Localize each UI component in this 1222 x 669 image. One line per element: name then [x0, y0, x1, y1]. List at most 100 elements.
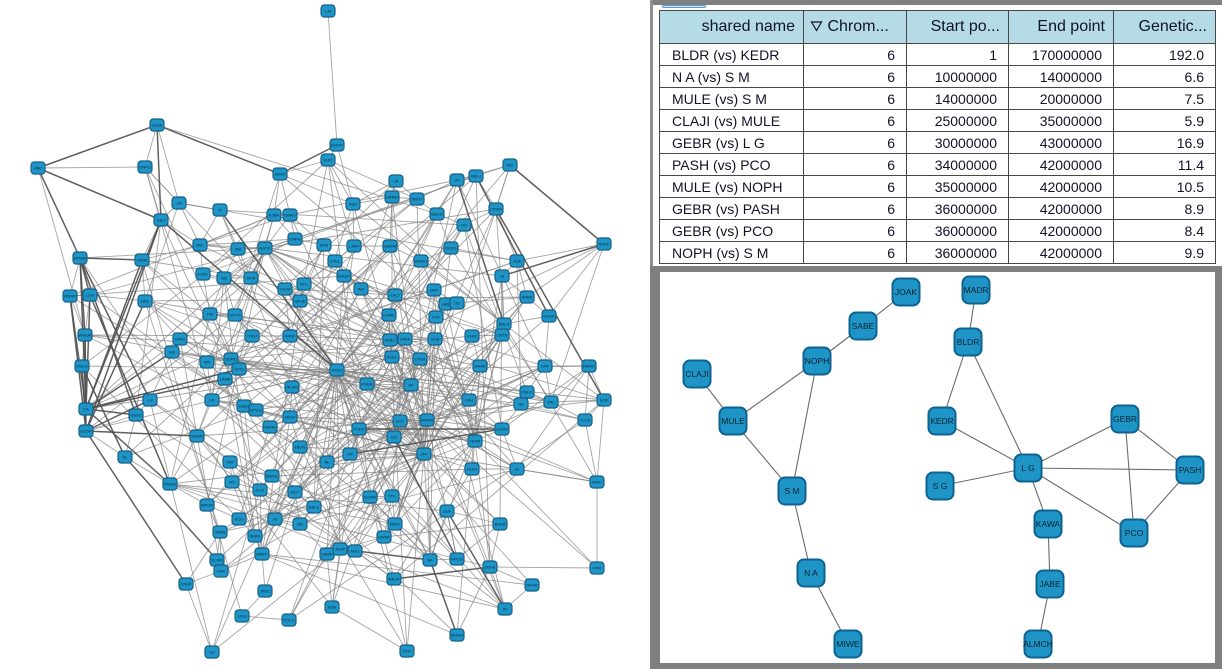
svg-text:IG: IG	[515, 467, 519, 472]
svg-text:MB: MB	[235, 247, 241, 252]
svg-text:GEBR: GEBR	[1113, 414, 1137, 424]
svg-text:HJPG: HJPG	[175, 337, 186, 342]
svg-text:IOGU: IOGU	[332, 368, 342, 373]
svg-text:S M: S M	[784, 486, 799, 496]
svg-text:BWML: BWML	[266, 474, 279, 479]
svg-text:FOLO: FOLO	[284, 618, 295, 623]
svg-text:EEBJ: EEBJ	[239, 404, 249, 409]
svg-text:UL: UL	[122, 455, 128, 460]
svg-text:KAWA: KAWA	[1036, 519, 1061, 529]
svg-text:MIWE: MIWE	[836, 639, 859, 649]
svg-text:DR: DR	[347, 452, 353, 457]
svg-text:MELR: MELR	[388, 577, 399, 582]
svg-text:MADR: MADR	[963, 285, 988, 295]
svg-text:DAPN: DAPN	[289, 237, 300, 242]
svg-text:WWUK: WWUK	[78, 333, 91, 338]
svg-text:DBHN: DBHN	[264, 425, 275, 430]
svg-text:BNLH: BNLH	[499, 322, 510, 327]
svg-text:EBOD: EBOD	[431, 212, 442, 217]
svg-text:JG: JG	[272, 517, 277, 522]
svg-text:WKER: WKER	[338, 274, 350, 279]
svg-text:LJK: LJK	[325, 9, 332, 14]
svg-text:ONPU: ONPU	[139, 165, 151, 170]
svg-text:IEWJ: IEWJ	[592, 480, 602, 485]
svg-text:RMSD: RMSD	[583, 364, 595, 369]
svg-text:MUNH: MUNH	[451, 633, 463, 638]
svg-text:KTK: KTK	[403, 649, 411, 654]
svg-text:LMTB: LMTB	[497, 333, 508, 338]
svg-text:KUP: KUP	[349, 202, 358, 207]
svg-text:CNUF: CNUF	[180, 582, 192, 587]
svg-text:JJOU: JJOU	[237, 614, 247, 619]
svg-text:TNF: TNF	[226, 460, 234, 465]
svg-text:LJMN: LJMN	[349, 244, 360, 249]
svg-text:UJOH: UJOH	[544, 314, 555, 319]
svg-text:WDT: WDT	[290, 490, 300, 495]
svg-text:MPRN: MPRN	[421, 418, 433, 423]
svg-text:CA: CA	[83, 407, 89, 412]
svg-text:SRBK: SRBK	[522, 295, 533, 300]
svg-text:OTTO: OTTO	[229, 313, 240, 318]
svg-text:NDJH: NDJH	[285, 415, 296, 420]
svg-text:MULE: MULE	[721, 416, 745, 426]
svg-text:LLW: LLW	[86, 293, 94, 298]
svg-text:JIUE: JIUE	[513, 259, 522, 264]
svg-text:NPOG: NPOG	[451, 557, 463, 562]
svg-text:FPR: FPR	[593, 566, 601, 571]
svg-text:KFC: KFC	[300, 282, 308, 287]
svg-text:GB: GB	[297, 522, 303, 527]
svg-text:LALJ: LALJ	[390, 293, 399, 298]
svg-text:SABE: SABE	[852, 321, 875, 331]
svg-text:HDE: HDE	[141, 299, 150, 304]
svg-text:RL: RL	[324, 460, 330, 465]
svg-text:LN: LN	[176, 201, 181, 206]
svg-text:OO: OO	[391, 435, 397, 440]
svg-text:RSL: RSL	[196, 243, 205, 248]
svg-text:BBLJ: BBLJ	[471, 174, 481, 179]
svg-text:EOLL: EOLL	[387, 355, 398, 360]
svg-text:ENCH: ENCH	[76, 364, 87, 369]
svg-text:PASH: PASH	[1179, 465, 1202, 475]
svg-text:RRNF: RRNF	[284, 334, 296, 339]
svg-text:BLDR: BLDR	[957, 337, 980, 347]
svg-text:S G: S G	[933, 481, 948, 491]
svg-text:NIGR: NIGR	[275, 172, 285, 177]
svg-text:PCO: PCO	[1125, 528, 1144, 538]
svg-text:JDMA: JDMA	[137, 258, 148, 263]
svg-text:HO: HO	[461, 223, 467, 228]
svg-text:RLHM: RLHM	[286, 385, 297, 390]
svg-text:FUF: FUF	[432, 315, 440, 320]
svg-text:JFF: JFF	[421, 452, 428, 457]
svg-text:SDRD: SDRD	[225, 357, 236, 362]
svg-text:URMO: URMO	[386, 195, 398, 200]
svg-text:LH: LH	[147, 398, 152, 403]
svg-text:CRWF: CRWF	[490, 207, 502, 212]
svg-text:OCDP: OCDP	[80, 429, 92, 434]
svg-text:ND: ND	[221, 276, 227, 281]
svg-text:MKFP: MKFP	[256, 552, 267, 557]
svg-text:LANB: LANB	[220, 377, 231, 382]
svg-text:HLRJ: HLRJ	[467, 467, 477, 472]
svg-text:PGDE: PGDE	[361, 382, 373, 387]
svg-text:HEJN: HEJN	[295, 445, 306, 450]
svg-text:DKHO: DKHO	[526, 583, 538, 588]
svg-text:CMJK: CMJK	[280, 287, 291, 292]
svg-text:ALMCH: ALMCH	[1023, 639, 1053, 649]
svg-text:CKLC: CKLC	[522, 390, 533, 395]
svg-text:LRH: LRH	[465, 398, 473, 403]
svg-text:UBWW: UBWW	[383, 244, 396, 249]
svg-text:JS: JS	[500, 274, 505, 279]
svg-text:UEKK: UEKK	[485, 565, 496, 570]
svg-text:TTE: TTE	[388, 494, 396, 499]
svg-text:UCBE: UCBE	[151, 123, 162, 128]
svg-text:SJJF: SJJF	[599, 398, 609, 403]
svg-text:JO: JO	[454, 178, 459, 183]
svg-text:TCEK: TCEK	[354, 427, 365, 432]
svg-text:LRIC: LRIC	[216, 569, 225, 574]
svg-text:KEDR: KEDR	[930, 416, 954, 426]
svg-text:IO: IO	[503, 607, 507, 612]
svg-text:CHW: CHW	[467, 334, 477, 339]
svg-text:LBWK: LBWK	[321, 552, 333, 557]
svg-text:LESW: LESW	[496, 427, 508, 432]
svg-text:CFIO: CFIO	[234, 367, 244, 372]
